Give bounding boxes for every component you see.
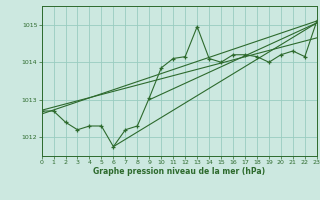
X-axis label: Graphe pression niveau de la mer (hPa): Graphe pression niveau de la mer (hPa) bbox=[93, 167, 265, 176]
